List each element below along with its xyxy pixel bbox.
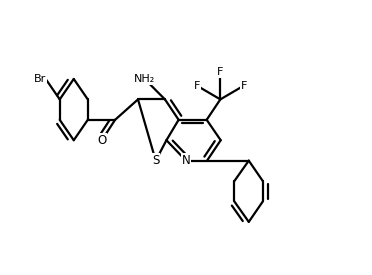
- Text: F: F: [194, 81, 200, 91]
- Text: Br: Br: [33, 74, 46, 84]
- Text: S: S: [152, 154, 160, 167]
- Text: N: N: [182, 154, 190, 167]
- Text: NH₂: NH₂: [134, 74, 155, 84]
- Text: O: O: [97, 134, 106, 147]
- Text: F: F: [240, 81, 247, 91]
- Text: F: F: [217, 67, 224, 77]
